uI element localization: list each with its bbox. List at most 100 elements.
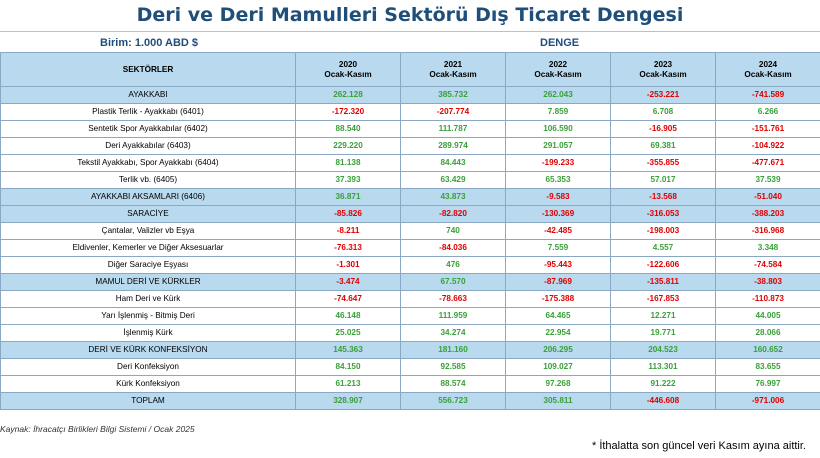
value-cell: -51.040	[715, 188, 820, 206]
row-label: Sentetik Spor Ayakkabılar (6402)	[0, 120, 296, 138]
value-cell: -151.761	[715, 120, 820, 138]
value-cell: 385.732	[400, 86, 506, 104]
value-cell: -477.671	[715, 154, 820, 172]
table-row: Çantalar, Valizler vb Eşya -8.211 740 -42.4…	[0, 222, 820, 240]
value-cell: 476	[400, 256, 506, 274]
value-cell: 262.128	[295, 86, 401, 104]
row-label: Çantalar, Valizler vb Eşya	[0, 222, 296, 240]
header-year: 2022 Ocak-Kasım	[505, 52, 611, 87]
row-label: AYAKKABI AKSAMLARI (6406)	[0, 188, 296, 206]
value-cell: -122.606	[610, 256, 716, 274]
value-cell: 181.160	[400, 341, 506, 359]
value-cell: -130.369	[505, 205, 611, 223]
value-cell: -104.922	[715, 137, 820, 155]
category-row: SARACİYE -85.826 -82.820 -130.369 -316.053 -3…	[0, 205, 820, 223]
value-cell: -74.584	[715, 256, 820, 274]
value-cell: 19.771	[610, 324, 716, 342]
value-cell: -110.873	[715, 290, 820, 308]
value-cell: 740	[400, 222, 506, 240]
value-cell: 64.465	[505, 307, 611, 325]
value-cell: 37.539	[715, 171, 820, 189]
value-cell: -16.905	[610, 120, 716, 138]
value-cell: -74.647	[295, 290, 401, 308]
value-cell: -388.203	[715, 205, 820, 223]
value-cell: -42.485	[505, 222, 611, 240]
header-year: 2024 Ocak-Kasım	[715, 52, 820, 87]
value-cell: 113.301	[610, 358, 716, 376]
value-cell: 83.655	[715, 358, 820, 376]
table-row: Kürk Konfeksiyon 61.213 88.574 97.268 91.222…	[0, 375, 820, 393]
value-cell: -355.855	[610, 154, 716, 172]
value-cell: -971.006	[715, 392, 820, 410]
value-cell: -253.221	[610, 86, 716, 104]
value-cell: -76.313	[295, 239, 401, 257]
table-row: Eldivenler, Kemerler ve Diğer Aksesuarla…	[0, 239, 820, 257]
header-year: 2023 Ocak-Kasım	[610, 52, 716, 87]
value-cell: 69.381	[610, 137, 716, 155]
value-cell: 44.005	[715, 307, 820, 325]
value-cell: 556.723	[400, 392, 506, 410]
value-cell: 37.393	[295, 171, 401, 189]
value-cell: 63.429	[400, 171, 506, 189]
value-cell: -38.803	[715, 273, 820, 291]
value-cell: -316.968	[715, 222, 820, 240]
value-cell: -85.826	[295, 205, 401, 223]
row-label: Kürk Konfeksiyon	[0, 375, 296, 393]
value-cell: 28.066	[715, 324, 820, 342]
value-cell: 91.222	[610, 375, 716, 393]
page-title: Deri ve Deri Mamulleri Sektörü Dış Ticar…	[136, 4, 684, 26]
header-year: 2020 Ocak-Kasım	[295, 52, 401, 87]
value-cell: 25.025	[295, 324, 401, 342]
value-cell: 3.348	[715, 239, 820, 257]
table-row: Diğer Saraciye Eşyası -1.301 476 -95.443 -12…	[0, 256, 820, 274]
row-label: Terlik vb. (6405)	[0, 171, 296, 189]
value-cell: 92.585	[400, 358, 506, 376]
table-row: Deri Konfeksiyon 84.150 92.585 109.027 113.3…	[0, 358, 820, 376]
value-cell: -3.474	[295, 273, 401, 291]
category-row: DERİ VE KÜRK KONFEKSİYON 145.363 181.160 20…	[0, 341, 820, 359]
value-cell: 88.574	[400, 375, 506, 393]
value-cell: -13.568	[610, 188, 716, 206]
value-cell: 7.559	[505, 239, 611, 257]
value-cell: 4.557	[610, 239, 716, 257]
value-cell: 88.540	[295, 120, 401, 138]
value-cell: 65.353	[505, 171, 611, 189]
value-cell: 328.907	[295, 392, 401, 410]
value-cell: 57.017	[610, 171, 716, 189]
value-cell: -199.233	[505, 154, 611, 172]
header-row: SEKTÖRLER 2020 Ocak-Kasım 2021 Ocak-Kasım …	[0, 52, 820, 87]
header-sector: SEKTÖRLER	[0, 52, 296, 87]
title-divider	[0, 31, 820, 32]
row-label: Ham Deri ve Kürk	[0, 290, 296, 308]
category-row: MAMUL DERİ VE KÜRKLER -3.474 67.570 -87.969…	[0, 273, 820, 291]
row-label: İşlenmiş Kürk	[0, 324, 296, 342]
value-cell: 145.363	[295, 341, 401, 359]
table-row: İşlenmiş Kürk 25.025 34.274 22.954 19.771 28.…	[0, 324, 820, 342]
value-cell: 97.268	[505, 375, 611, 393]
value-cell: 34.274	[400, 324, 506, 342]
table-row: Plastik Terlik - Ayakkabı (6401) -172.320…	[0, 103, 820, 121]
value-cell: -95.443	[505, 256, 611, 274]
value-cell: -8.211	[295, 222, 401, 240]
row-label: Tekstil Ayakkabı, Spor Ayakkabı (6404)	[0, 154, 296, 172]
value-cell: 262.043	[505, 86, 611, 104]
value-cell: 291.057	[505, 137, 611, 155]
value-cell: -167.853	[610, 290, 716, 308]
value-cell: 6.266	[715, 103, 820, 121]
value-cell: -175.388	[505, 290, 611, 308]
value-cell: -135.811	[610, 273, 716, 291]
value-cell: 204.523	[610, 341, 716, 359]
value-cell: 160.652	[715, 341, 820, 359]
value-cell: -198.003	[610, 222, 716, 240]
row-label: Eldivenler, Kemerler ve Diğer Aksesuarla…	[0, 239, 296, 257]
header-year: 2021 Ocak-Kasım	[400, 52, 506, 87]
value-cell: -446.608	[610, 392, 716, 410]
balance-group-label: DENGE	[540, 37, 580, 49]
footnote: * İthalatta son güncel veri Kasım ayına …	[591, 440, 806, 452]
value-cell: 22.954	[505, 324, 611, 342]
value-cell: -78.663	[400, 290, 506, 308]
table-row: Yarı İşlenmiş - Bitmiş Deri 46.148 111.959…	[0, 307, 820, 325]
row-label: MAMUL DERİ VE KÜRKLER	[0, 273, 296, 291]
value-cell: -82.820	[400, 205, 506, 223]
row-label: DERİ VE KÜRK KONFEKSİYON	[0, 341, 296, 359]
